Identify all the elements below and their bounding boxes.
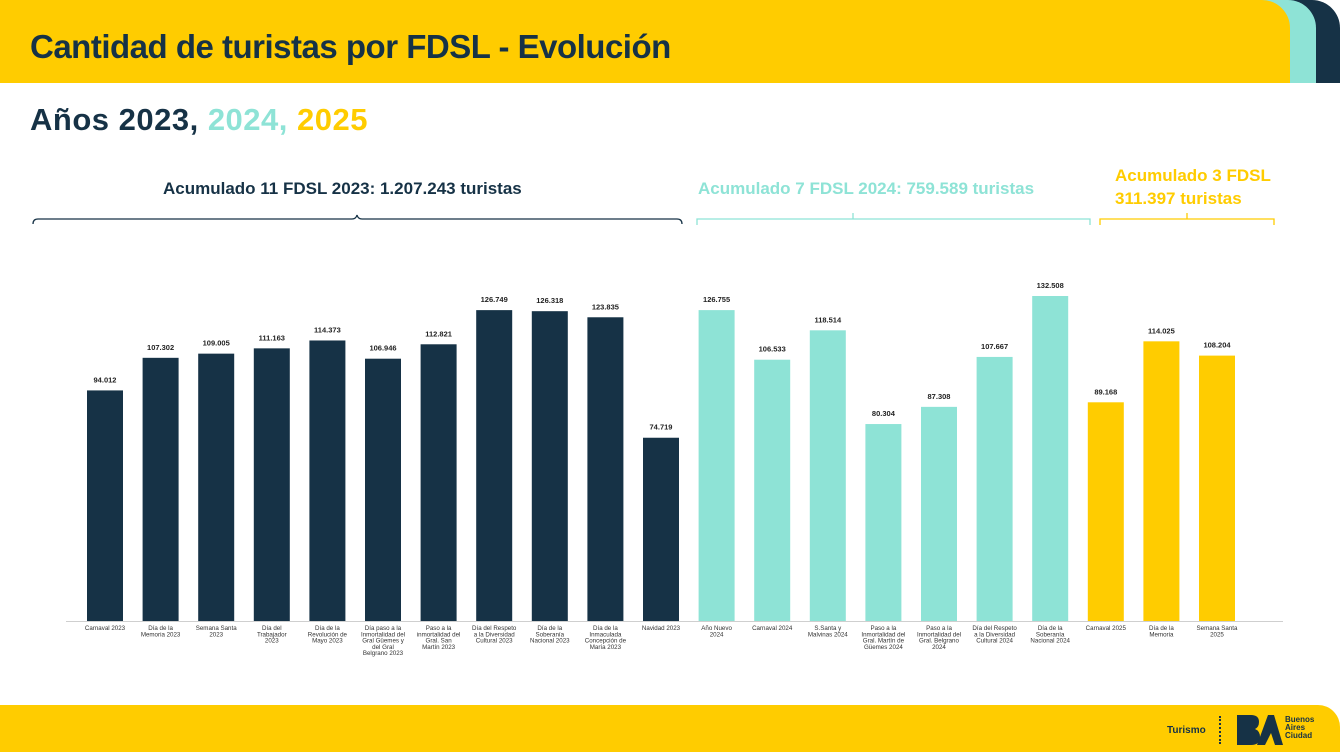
years-subtitle: Años 2023, 2024, 2025 [30,102,368,138]
category-label-2023-7: Paso a la inmortalidad del Gral. San Martín… [417,625,461,651]
category-label-2023-11: Navidad 2023 [642,625,681,632]
bracket-2024 [696,213,1091,225]
footer-banner [0,705,1340,752]
data-label-2025-3: 108.204 [1203,341,1231,350]
bracket-2025 [1099,213,1275,225]
category-label-2025-3: Semana Santa 2025 [1197,625,1238,638]
bar-2023-11 [643,437,679,621]
bar-2023-1 [87,390,123,621]
brackets-group [32,213,1275,225]
category-label-2023-2: Día de la Memoria 2023 [141,625,181,638]
bar-2025-2 [1143,341,1180,621]
data-label-2025-2: 114.025 [1148,326,1175,335]
category-label-2025-2: Día de la Memoria [1149,625,1174,638]
data-label-2025-1: 89.168 [1094,387,1117,396]
data-label-2023-1: 94.012 [94,375,117,384]
bar-2024-4 [865,424,902,621]
data-label-2024-6: 107.667 [981,342,1008,351]
bracket-label-2025-line2: 311.397 turistas [1115,189,1242,208]
category-label-2023-5: Día de la Revolución de Mayo 2023 [308,625,348,645]
header-banner: Cantidad de turistas por FDSL - Evolució… [0,0,1340,83]
bracket-label-2025-line1: Acumulado 3 FDSL [1115,166,1271,185]
ba-logo-text: Buenos Aires Ciudad [1285,716,1314,740]
data-label-2023-7: 112.821 [425,329,452,338]
logo-text-line2: Aires [1285,723,1306,732]
category-label-2024-3: S.Santa y Malvinas 2024 [808,625,848,638]
data-label-2023-5: 114.373 [314,325,341,334]
footer-divider [1219,716,1221,744]
bracket-label-2023: Acumulado 11 FDSL 2023: 1.207.243 turist… [163,179,522,198]
data-label-2023-8: 126.749 [481,295,508,304]
data-label-2024-2: 106.533 [759,345,786,354]
category-label-2023-3: Semana Santa 2023 [196,625,237,638]
bar-2025-3 [1199,355,1235,621]
bar-chart: 94.012 Carnaval 2023 107.302 Día de la Memor… [32,213,1283,657]
header-stripe-yellow [0,0,1290,83]
bar-2024-1 [698,310,735,621]
category-label-2024-6: Día del Respeto a la Diversidad Cultural 2… [972,625,1017,645]
category-label-2024-7: Día de la Soberanía Nacional 2024 [1030,625,1070,645]
bar-2023-8 [476,310,513,621]
data-label-2024-5: 87.308 [928,392,951,401]
bar-2025-1 [1087,402,1124,621]
category-label-2024-1: Año Nuevo 2024 [701,625,732,638]
category-label-2024-4: Paso a la Inmortalidad del Gral. Martín de… [861,625,905,651]
footer-section-label: Turismo [1167,725,1206,736]
category-label-2023-10: Día de la Inmaculada Concepción de María 20… [585,625,627,651]
bar-2024-3 [809,330,846,621]
bracket-label-2024: Acumulado 7 FDSL 2024: 759.589 turistas [698,179,1035,198]
category-label-2024-5: Paso a la Inmortalidad del Gral. Belgrano 2… [917,625,961,651]
data-label-2023-2: 107.302 [147,343,174,352]
subtitle-2023: Años 2023, [30,102,199,137]
ba-logo-icon [1237,715,1283,745]
category-label-2024-2: Carnaval 2024 [752,625,793,632]
bar-2023-10 [587,317,624,621]
bar-2023-3 [198,353,235,621]
data-label-2023-9: 126.318 [536,296,563,305]
bar-2024-6 [976,356,1013,621]
category-label-2025-1: Carnaval 2025 [1086,625,1127,632]
data-label-2023-3: 109.005 [203,339,230,348]
data-label-2024-1: 126.755 [703,295,730,304]
bar-2023-6 [365,358,401,621]
category-label-2023-6: Día paso a la Inmortalidad del Gral Güemes… [361,625,405,657]
bar-2023-5 [309,340,346,621]
data-label-2023-6: 106.946 [369,344,396,353]
data-label-2024-3: 118.514 [814,315,842,324]
category-label-2023-4: Día del Trabajador 2023 [257,625,287,645]
data-label-2023-11: 74.719 [650,423,673,432]
bar-2023-4 [253,348,290,621]
subtitle-2025: 2025 [287,102,368,137]
logo-text-line1: Buenos [1285,715,1315,724]
logo-text-line3: Ciudad [1285,731,1313,740]
data-label-2023-10: 123.835 [592,302,619,311]
page-title: Cantidad de turistas por FDSL - Evolució… [30,28,671,65]
data-label-2024-4: 80.304 [872,409,896,418]
category-label-2023-1: Carnaval 2023 [85,625,126,632]
bar-2024-7 [1032,296,1069,621]
category-label-2023-9: Día de la Soberanía Nacional 2023 [530,625,570,645]
bar-2023-2 [142,357,179,621]
bar-2024-5 [921,406,957,621]
bracket-2023 [32,214,683,225]
data-label-2023-4: 111.163 [259,333,285,342]
category-label-2023-8: Día del Respeto a la Diversidad Cultural 2… [472,625,517,645]
bar-2023-7 [420,344,457,621]
subtitle-2024: 2024, [198,102,288,137]
bar-2023-9 [531,311,568,621]
data-label-2024-7: 132.508 [1037,281,1064,290]
bar-2024-2 [754,359,791,621]
